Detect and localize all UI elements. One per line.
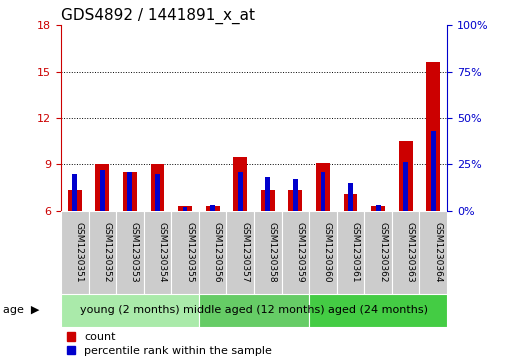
Text: GSM1230357: GSM1230357 (240, 222, 249, 283)
Bar (199, 211, 227, 294)
Text: GSM1230364: GSM1230364 (433, 222, 442, 282)
Bar (321, 172, 325, 211)
Text: GDS4892 / 1441891_x_at: GDS4892 / 1441891_x_at (61, 8, 255, 24)
Bar (399, 141, 412, 211)
Bar (128, 172, 132, 211)
Bar (88, 211, 116, 294)
Bar (316, 163, 330, 211)
Bar (72, 174, 77, 211)
Text: aged (24 months): aged (24 months) (328, 305, 428, 315)
Bar (116, 211, 144, 294)
Bar (293, 179, 298, 211)
Bar (238, 172, 243, 211)
Bar (371, 206, 385, 211)
Text: GSM1230352: GSM1230352 (102, 222, 111, 282)
Bar (210, 205, 215, 211)
Bar (68, 191, 82, 211)
Text: GSM1230362: GSM1230362 (378, 222, 387, 282)
Bar (337, 211, 364, 294)
Bar (227, 211, 254, 294)
Bar (348, 183, 353, 211)
Bar (96, 164, 109, 211)
Text: young (2 months): young (2 months) (80, 305, 180, 315)
Bar (289, 191, 302, 211)
Text: GSM1230353: GSM1230353 (130, 222, 139, 283)
Text: GSM1230354: GSM1230354 (157, 222, 167, 282)
Text: GSM1230363: GSM1230363 (406, 222, 415, 283)
Text: age  ▶: age ▶ (3, 305, 39, 315)
Bar (309, 211, 337, 294)
Bar (100, 170, 105, 211)
Bar (261, 191, 275, 211)
Text: GSM1230358: GSM1230358 (268, 222, 277, 283)
Bar (171, 211, 199, 294)
Bar (150, 164, 165, 211)
Bar (254, 211, 281, 294)
Text: GSM1230361: GSM1230361 (351, 222, 360, 283)
Bar (431, 131, 436, 211)
Bar (61, 294, 199, 327)
Bar (233, 156, 247, 211)
Text: GSM1230356: GSM1230356 (213, 222, 221, 283)
Bar (183, 207, 187, 211)
Bar (199, 294, 309, 327)
Text: GSM1230359: GSM1230359 (295, 222, 304, 283)
Bar (155, 174, 160, 211)
Legend: count, percentile rank within the sample: count, percentile rank within the sample (67, 332, 272, 356)
Bar (364, 211, 392, 294)
Bar (392, 211, 420, 294)
Text: GSM1230355: GSM1230355 (185, 222, 194, 283)
Bar (376, 205, 380, 211)
Bar (420, 211, 447, 294)
Text: middle aged (12 months): middle aged (12 months) (183, 305, 325, 315)
Bar (403, 162, 408, 211)
Bar (426, 62, 440, 211)
Bar (343, 193, 358, 211)
Bar (281, 211, 309, 294)
Bar (206, 206, 219, 211)
Bar (178, 206, 192, 211)
Bar (309, 294, 447, 327)
Bar (61, 211, 88, 294)
Bar (123, 172, 137, 211)
Bar (265, 177, 270, 211)
Bar (144, 211, 171, 294)
Text: GSM1230360: GSM1230360 (323, 222, 332, 283)
Text: GSM1230351: GSM1230351 (75, 222, 84, 283)
